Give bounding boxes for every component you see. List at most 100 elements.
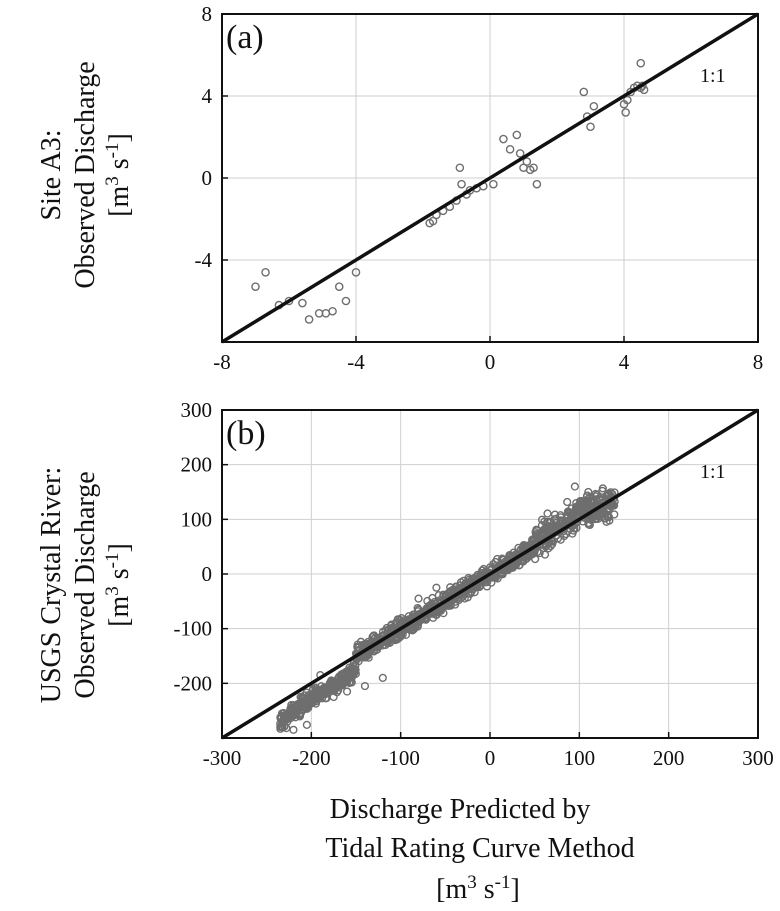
panel-b-ytick-label-5: 300 xyxy=(181,398,213,422)
panel-b-cloud-point-1186 xyxy=(556,535,565,544)
panel-b-point-9 xyxy=(342,687,352,696)
panel-a-point-19 xyxy=(457,179,466,189)
panel-b-cloud-point-847 xyxy=(427,599,436,608)
panel-b-points xyxy=(276,482,619,734)
panel-a-point-25 xyxy=(499,134,508,144)
panel-b-cloud-point-289 xyxy=(302,688,311,697)
panel-b-label: (b) xyxy=(226,415,266,452)
panel-a-xtick-label-4: 8 xyxy=(753,350,764,374)
panel-b-cloud-point-1221 xyxy=(570,524,579,533)
panel-b-cloud-point-1384 xyxy=(604,489,613,498)
panel-b-cloud-point-312 xyxy=(320,686,329,695)
panel-b-reference-label: 1:1 xyxy=(700,461,726,483)
panel-b-xtick-label-5: 200 xyxy=(653,746,685,770)
panel-b-cloud-point-1399 xyxy=(603,512,612,521)
panel-b-cloud-point-1054 xyxy=(353,640,362,649)
panel-b-xtick-label-1: -200 xyxy=(292,746,331,770)
panel-a-point-9 xyxy=(334,282,344,291)
panel-a-point-10 xyxy=(341,296,351,306)
panel-a-point-36 xyxy=(586,122,595,132)
panel-b-cloud-point-1004 xyxy=(390,633,399,643)
panel-b-point-5 xyxy=(302,720,311,729)
panel-b-cloud-point-1321 xyxy=(598,484,607,493)
panel-a-point-30 xyxy=(522,157,532,166)
panel-b-xtick-label-0: -300 xyxy=(203,746,242,770)
panel-a-point-28 xyxy=(515,149,525,158)
panel-a-xtick-label-0: -8 xyxy=(213,350,231,374)
panel-a-label: (a) xyxy=(226,19,264,56)
panel-b-cloud-point-1005 xyxy=(357,641,367,650)
panel-a-ytick-label-0: -4 xyxy=(195,248,213,272)
panel-a-point-4 xyxy=(298,298,307,308)
panel-a-reference-label: 1:1 xyxy=(700,65,726,87)
panel-a-point-33 xyxy=(532,179,542,189)
panel-b-ytick-label-1: -100 xyxy=(174,617,213,641)
panel-b-cloud-point-1365 xyxy=(602,517,611,526)
panel-a-ticks: -8 -4 0 4 8 -4 0 4 8 xyxy=(195,2,764,374)
panel-a-xtick-label-2: 0 xyxy=(485,350,496,374)
panel-b-cloud-point-1226 xyxy=(556,511,565,520)
panel-a-ytick-label-1: 0 xyxy=(202,166,213,190)
panel-b-cloud-point-1376 xyxy=(605,504,614,513)
panel-b-cloud-point-1151 xyxy=(540,550,550,559)
panel-b-cloud-point-1204 xyxy=(563,497,572,507)
panel-b-ylabel-line3: [m3 s-1] xyxy=(102,543,135,627)
panel-a-point-40 xyxy=(623,95,632,105)
panel-b-xtick-label-4: 100 xyxy=(564,746,596,770)
panel-a-point-8 xyxy=(328,306,337,316)
panel-a-ytick-label-2: 4 xyxy=(202,84,213,108)
panel-b-cloud-point-316 xyxy=(289,701,298,710)
panel-a-point-26 xyxy=(505,144,515,154)
panel-b-cloud-point-1394 xyxy=(582,492,592,501)
panel-b-one-to-one-line xyxy=(221,408,759,740)
panel-b-point-13 xyxy=(432,583,441,592)
panel-b-point-11 xyxy=(378,673,387,682)
panel-b-y-axis-label: USGS Crystal River: Observed Discharge [… xyxy=(36,467,135,703)
panel-a-xtick-label-3: 4 xyxy=(619,350,630,374)
panel-a-xtick-label-1: -4 xyxy=(347,350,365,374)
panel-b-point-14 xyxy=(570,482,579,491)
panel-a-point-3 xyxy=(284,296,294,306)
panel-a-point-39 xyxy=(621,108,630,117)
panel-b-cloud-point-981 xyxy=(499,555,508,564)
panel-b-cloud-point-1057 xyxy=(515,560,524,570)
panel-b-ylabel-line1: USGS Crystal River: xyxy=(36,467,67,703)
panel-b-cloud-point-294 xyxy=(276,724,285,733)
panel-b: -300 -200 -100 0 100 200 300 -200 -100 0 100 200 300… xyxy=(36,398,774,905)
panel-b-point-3 xyxy=(289,725,298,734)
panel-b-xlabel-line1: Discharge Predicted by xyxy=(330,794,591,825)
panel-a-point-45 xyxy=(636,58,646,68)
panel-b-xtick-label-2: -100 xyxy=(381,746,420,770)
panel-b-x-axis-label: Discharge Predicted by Tidal Rating Curv… xyxy=(325,794,634,905)
panel-a-point-0 xyxy=(251,282,260,291)
panel-b-ytick-label-3: 100 xyxy=(181,507,213,531)
panel-b-ytick-label-4: 200 xyxy=(181,453,213,477)
panel-b-ylabel-line2: Observed Discharge xyxy=(70,471,101,698)
panel-b-reference-line xyxy=(221,408,759,740)
panel-b-cloud-point-307 xyxy=(332,688,342,697)
panel-b-cloud-point-1194 xyxy=(531,555,540,564)
panel-b-ytick-label-0: -200 xyxy=(174,671,213,695)
panel-b-point-12 xyxy=(414,594,423,603)
panel-b-cloud-point-279 xyxy=(310,687,319,697)
panel-a: -8 -4 0 4 8 -4 0 4 8 (a) 1:1 Site A3: Observed D… xyxy=(36,2,763,374)
panel-b-cloud-point-1059 xyxy=(369,646,378,655)
panel-b-cloud-point-1060 xyxy=(385,638,394,647)
panel-a-y-axis-label: Site A3: Observed Discharge [m3 s-1] xyxy=(36,61,135,288)
panel-b-cloud-point-1242 xyxy=(546,517,555,527)
panel-b-cloud-point-305 xyxy=(299,694,308,703)
panel-b-cloud-point-315 xyxy=(286,709,295,718)
panel-b-cloud-point-1050 xyxy=(505,552,514,561)
panel-a-ylabel-line2: Observed Discharge xyxy=(70,61,101,288)
panel-b-cloud-point-298 xyxy=(350,667,359,677)
panel-a-point-1 xyxy=(261,267,270,277)
panel-a-point-34 xyxy=(579,87,589,97)
panel-a-point-24 xyxy=(489,179,498,189)
panel-b-cloud-point-313 xyxy=(311,693,320,702)
panel-b-cloud-point-1031 xyxy=(473,570,482,579)
panel-b-cloud-point-1061 xyxy=(461,579,470,588)
panel-b-cloud-point-1249 xyxy=(531,528,540,537)
panel-b-xtick-label-6: 300 xyxy=(742,746,774,770)
panel-b-cloud-point-304 xyxy=(342,676,351,685)
